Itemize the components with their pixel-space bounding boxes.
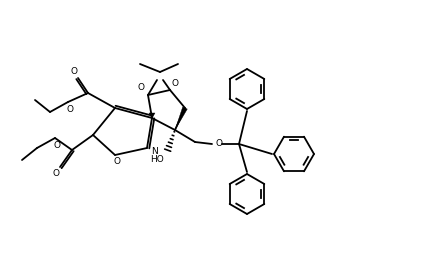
Text: O: O	[137, 84, 144, 92]
Text: O: O	[54, 140, 60, 150]
Text: O: O	[66, 104, 73, 114]
Text: O: O	[114, 157, 121, 167]
Text: O: O	[70, 67, 77, 75]
Text: O: O	[216, 139, 223, 149]
Polygon shape	[149, 113, 155, 118]
Text: HO: HO	[150, 155, 164, 163]
Text: O: O	[52, 169, 59, 179]
Polygon shape	[175, 107, 187, 130]
Text: N: N	[152, 146, 158, 156]
Text: O: O	[172, 79, 179, 87]
